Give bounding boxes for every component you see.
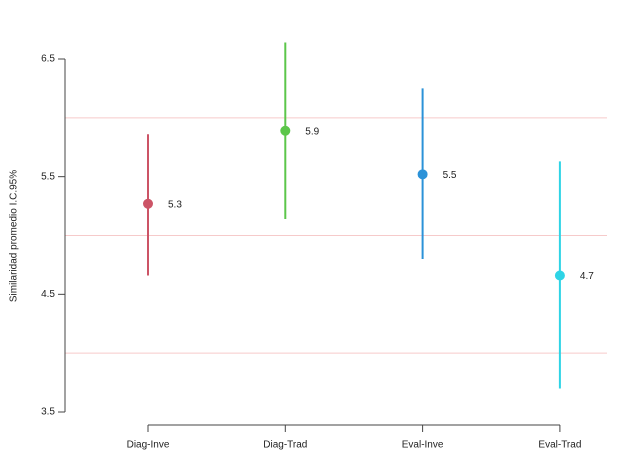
- x-tick-label: Eval-Inve: [402, 440, 444, 451]
- value-label: 4.7: [580, 271, 594, 282]
- y-tick-label: 5.5: [41, 171, 55, 182]
- y-tick-label: 4.5: [41, 289, 55, 300]
- point: [554, 270, 565, 281]
- value-label: 5.3: [168, 199, 182, 210]
- value-label: 5.5: [443, 170, 457, 181]
- value-label: 5.9: [305, 126, 319, 137]
- y-tick-label: 6.5: [41, 54, 55, 65]
- point: [143, 198, 153, 209]
- y-tick-label: 3.5: [41, 407, 55, 418]
- y-axis-label: Similaridad promedio I.C.95%: [9, 170, 20, 302]
- x-tick-label: Eval-Trad: [538, 440, 581, 451]
- x-tick-label: Diag-Trad: [263, 440, 307, 451]
- x-tick-label: Diag-Inve: [127, 440, 170, 451]
- point: [417, 169, 428, 180]
- point: [280, 125, 291, 136]
